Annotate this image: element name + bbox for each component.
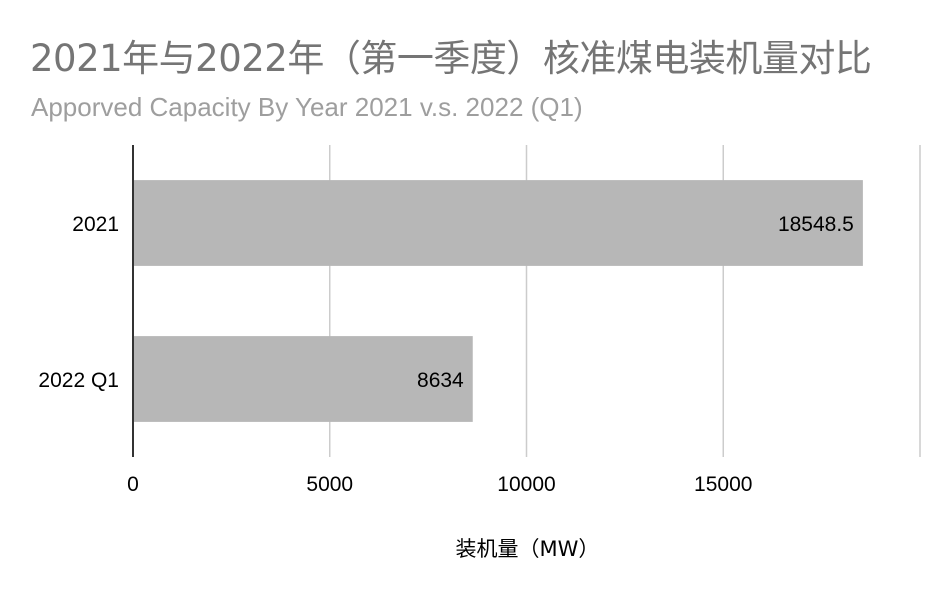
x-tick-label-2: 10000 — [497, 473, 555, 496]
x-tick-label-1: 5000 — [306, 473, 353, 496]
x-tick-label-3: 15000 — [694, 473, 752, 496]
y-tick-label-0: 2021 — [72, 213, 119, 236]
x-tick-label-0: 0 — [127, 473, 139, 496]
data-label-0: 18548.5 — [778, 213, 854, 236]
bar-0 — [133, 180, 863, 266]
x-axis-label: 装机量（MW） — [455, 537, 600, 561]
data-label-1: 8634 — [417, 369, 464, 392]
y-tick-label-1: 2022 Q1 — [38, 369, 119, 392]
bar-1 — [133, 336, 473, 422]
chart-title: 2021年与2022年（第一季度）核准煤电装机量对比 — [30, 37, 872, 80]
chart-subtitle: Apporved Capacity By Year 2021 v.s. 2022… — [31, 92, 583, 122]
